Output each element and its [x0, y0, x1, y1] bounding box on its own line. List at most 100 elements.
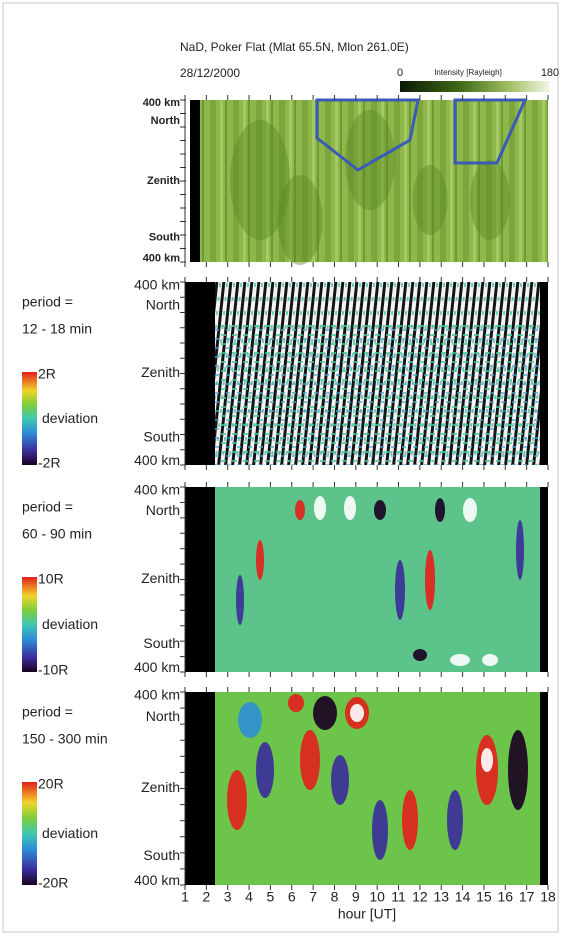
x-tick-label: 1: [181, 889, 189, 905]
deviation-colorbar: [22, 372, 37, 465]
y-label: North: [146, 708, 180, 724]
y-label: Zenith: [141, 570, 180, 586]
keogram-feature: [425, 550, 435, 610]
x-tick-label: 12: [412, 889, 428, 905]
colorbar-min: -2R: [38, 455, 61, 471]
y-label: 400 km: [134, 481, 180, 497]
keogram-feature: [516, 520, 524, 580]
x-tick-label: 13: [433, 889, 449, 905]
y-label: South: [143, 428, 180, 444]
deviation-colorbar: [22, 577, 37, 672]
date: 28/12/2000: [180, 66, 240, 80]
keogram-feature: [350, 704, 364, 722]
y-label: 400 km: [134, 687, 180, 703]
x-tick-label: 10: [369, 889, 385, 905]
keogram-feature: [372, 800, 388, 860]
keogram-noise: [215, 322, 540, 465]
colorbar-label: Intensity [Rayleigh]: [434, 68, 502, 77]
x-tick-label: 8: [331, 889, 339, 905]
keogram-shade: [413, 165, 448, 235]
colorbar-max: 2R: [38, 366, 56, 382]
keogram-feature: [344, 496, 356, 520]
x-tick-label: 3: [224, 889, 232, 905]
keogram-feature: [300, 730, 320, 790]
period-range: 60 - 90 min: [22, 526, 92, 542]
x-tick-label: 9: [352, 889, 360, 905]
y-label: 400 km: [134, 276, 180, 292]
period-range: 12 - 18 min: [22, 321, 92, 337]
y-label: South: [149, 232, 180, 244]
x-tick-label: 17: [519, 889, 535, 905]
y-label: Zenith: [147, 175, 180, 187]
period-label: period =: [22, 294, 73, 310]
keogram-mask: [540, 282, 548, 465]
keogram-feature: [236, 575, 244, 625]
y-label: 400 km: [134, 452, 180, 468]
y-label: North: [151, 115, 181, 127]
keogram-feature: [450, 654, 470, 666]
colorbar-min: -20R: [38, 875, 68, 891]
keogram-mask: [540, 692, 548, 885]
y-label: 400 km: [134, 872, 180, 888]
keogram-feature: [447, 790, 463, 850]
intensity-colorbar: [400, 81, 550, 92]
x-axis-label: hour [UT]: [338, 906, 396, 922]
y-label: South: [143, 635, 180, 651]
keogram-mask: [540, 487, 548, 672]
keogram-shade: [278, 175, 323, 265]
keogram-feature: [227, 770, 247, 830]
keogram-feature: [256, 540, 264, 580]
colorbar-min: 0: [397, 67, 403, 79]
x-tick-label: 16: [498, 889, 514, 905]
keogram-feature: [463, 498, 477, 522]
keogram-feature: [508, 730, 528, 810]
x-tick-label: 14: [455, 889, 471, 905]
x-tick-label: 11: [391, 889, 406, 905]
colorbar-label: deviation: [42, 616, 98, 632]
keogram-feature: [481, 748, 493, 772]
y-label: Zenith: [141, 779, 180, 795]
title: NaD, Poker Flat (Mlat 65.5N, Mlon 261.0E…: [180, 40, 409, 54]
y-label: North: [146, 296, 180, 312]
keogram-feature: [238, 702, 262, 738]
keogram-feature: [482, 654, 498, 666]
keogram-feature: [313, 696, 337, 730]
keogram-feature: [314, 496, 326, 520]
y-label: South: [143, 847, 180, 863]
keogram-mask: [185, 282, 215, 465]
period-label: period =: [22, 704, 73, 720]
y-label: Zenith: [141, 364, 180, 380]
keogram-mask: [185, 487, 215, 672]
deviation-colorbar: [22, 782, 37, 885]
keogram-feature: [295, 500, 305, 520]
keogram-feature: [288, 694, 304, 712]
colorbar-max: 10R: [38, 571, 64, 587]
y-label: 400 km: [143, 253, 181, 265]
y-label: North: [146, 502, 180, 518]
keogram-feature: [395, 560, 405, 620]
keogram-feature: [402, 790, 418, 850]
keogram-mask: [185, 692, 215, 885]
colorbar-label: deviation: [42, 825, 98, 841]
y-label: 400 km: [134, 659, 180, 675]
colorbar-max: 20R: [38, 776, 64, 792]
y-label: 400 km: [143, 97, 181, 109]
colorbar-label: deviation: [42, 410, 98, 426]
x-tick-label: 7: [309, 889, 317, 905]
colorbar-min: -10R: [38, 662, 68, 678]
x-tick-label: 5: [267, 889, 275, 905]
keogram-shade: [345, 110, 395, 210]
figure: NaD, Poker Flat (Mlat 65.5N, Mlon 261.0E…: [0, 0, 562, 936]
colorbar-max: 180: [541, 67, 559, 79]
keogram-feature: [331, 755, 349, 805]
period-range: 150 - 300 min: [22, 731, 108, 747]
keogram-feature: [435, 498, 445, 522]
x-tick-label: 15: [476, 889, 492, 905]
x-tick-label: 4: [245, 889, 253, 905]
keogram-feature: [413, 649, 427, 661]
keogram-feature: [256, 742, 274, 798]
keogram-shade: [470, 160, 510, 240]
keogram-background: [190, 100, 200, 262]
keogram-feature: [374, 500, 386, 520]
x-tick-label: 2: [202, 889, 210, 905]
